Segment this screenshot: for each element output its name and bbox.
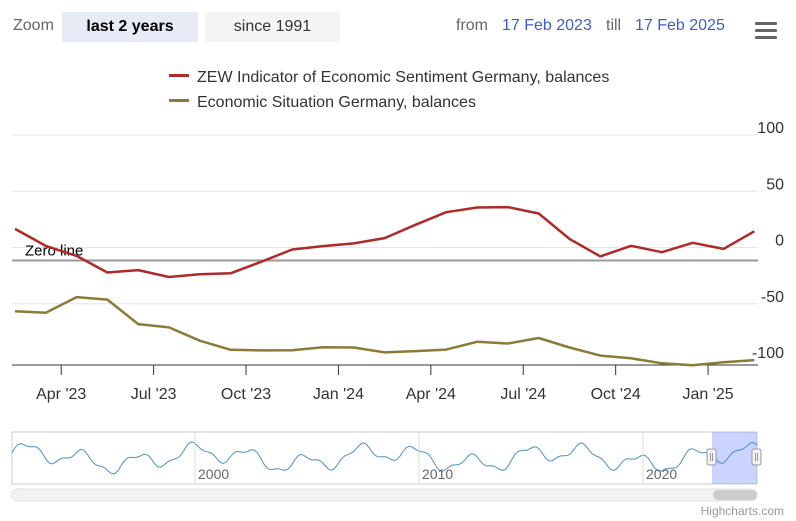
navigator-scrollbar-thumb[interactable] — [713, 490, 757, 500]
series-lines — [14, 205, 755, 367]
x-tick-label: Apr '24 — [406, 386, 456, 403]
y-tick-label: 50 — [766, 176, 784, 193]
x-tick-label: Apr '23 — [36, 386, 86, 403]
zoom-label: Zoom — [13, 17, 54, 34]
navigator-handle-right[interactable] — [751, 448, 762, 466]
y-tick-label: 100 — [757, 120, 784, 137]
from-date-input[interactable]: 17 Feb 2023 — [502, 17, 592, 34]
x-tick-label: Jan '25 — [683, 386, 734, 403]
x-tick-label: Oct '24 — [591, 386, 641, 403]
zero-line-group: Zero line — [12, 243, 758, 262]
till-label: till — [606, 17, 622, 34]
legend-label-zew-sentiment: ZEW Indicator of Economic Sentiment Germ… — [197, 69, 610, 86]
y-grid — [12, 134, 758, 305]
x-tick-label: Jan '24 — [313, 386, 364, 403]
y-tick-label: -100 — [752, 345, 784, 362]
navigator-selection — [712, 432, 757, 484]
menu-icon[interactable] — [755, 22, 777, 40]
till-date-input[interactable]: 17 Feb 2025 — [635, 17, 725, 34]
zoom-since-1991-button[interactable]: since 1991 — [205, 12, 340, 42]
zoom-last-2-years-button[interactable]: last 2 years — [62, 12, 198, 42]
credits[interactable]: Highcharts.com — [700, 504, 784, 518]
navigator-tick-label: 2020 — [646, 466, 677, 482]
series-line-zew-sentiment — [14, 205, 755, 279]
navigator-handle-left[interactable] — [706, 448, 717, 466]
navigator[interactable]: 2000 2010 2020 — [11, 431, 762, 502]
legend-swatch-zew-sentiment — [169, 74, 189, 78]
y-tick-label: -50 — [761, 289, 784, 306]
navigator-tick-label: 2000 — [198, 466, 229, 482]
x-tick-label: Jul '24 — [500, 386, 546, 403]
zero-line-label: Zero line — [25, 243, 83, 260]
legend-label-economic-situation: Economic Situation Germany, balances — [197, 94, 476, 111]
legend-item-zew-sentiment[interactable]: ZEW Indicator of Economic Sentiment Germ… — [169, 69, 609, 87]
x-axis: Apr '23 Jul '23 Oct '23 Jan '24 Apr '24 Jul '… — [12, 364, 758, 403]
navigator-series — [11, 441, 758, 475]
from-label: from — [456, 17, 488, 34]
x-tick-label: Oct '23 — [221, 386, 271, 403]
y-tick-label: 0 — [775, 233, 784, 250]
x-tick-label: Jul '23 — [131, 386, 177, 403]
y-axis-labels: 100 50 0 -50 -100 — [752, 120, 784, 362]
legend-item-economic-situation[interactable]: Economic Situation Germany, balances — [169, 94, 476, 112]
series-line-economic-situation — [14, 295, 755, 367]
navigator-scrollbar[interactable] — [11, 488, 758, 502]
navigator-tick-label: 2010 — [422, 466, 453, 482]
legend-swatch-economic-situation — [169, 99, 189, 103]
